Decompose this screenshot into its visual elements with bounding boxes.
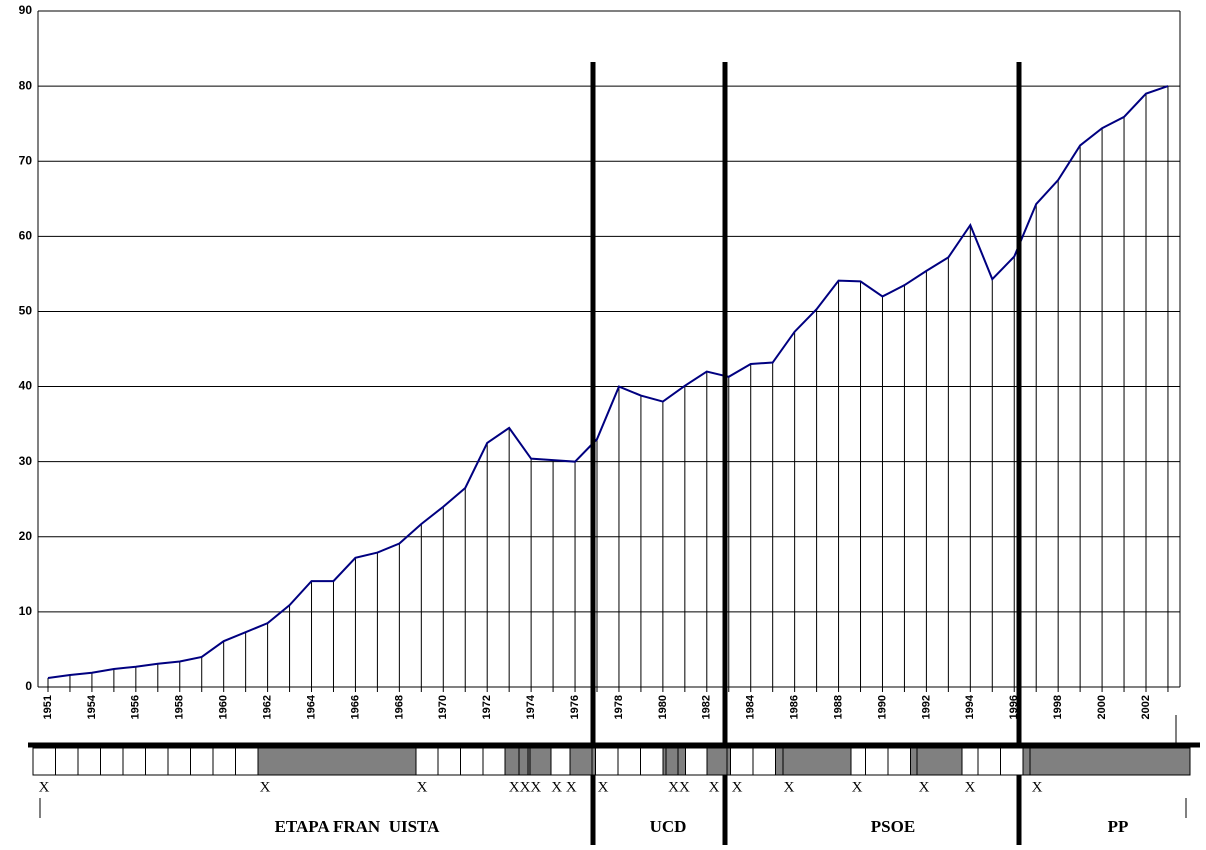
annotation: X: [709, 779, 720, 795]
strip-box: [415, 747, 439, 776]
y-tick-label: 20: [19, 529, 33, 543]
annotation: X: [965, 779, 976, 795]
strip-gray: [916, 747, 963, 776]
y-tick-label: 60: [19, 229, 33, 243]
x-tick-label: 1992: [920, 695, 932, 719]
strip-box: [167, 747, 191, 776]
period-label: UCD: [650, 817, 687, 836]
x-tick-label: 1988: [832, 695, 844, 719]
x-tick-label: 1972: [481, 695, 493, 719]
period-label: PSOE: [871, 817, 915, 836]
x-tick-label: 1974: [525, 694, 537, 719]
x-tick-label: 2002: [1140, 695, 1152, 719]
strip-box: [212, 747, 236, 776]
strip-box: [77, 747, 101, 776]
strip-box: [887, 747, 911, 776]
strip-box: [685, 747, 709, 776]
strip-box: [190, 747, 214, 776]
strip-box: [122, 747, 146, 776]
strip-box: [145, 747, 169, 776]
strip-box: [865, 747, 889, 776]
x-tick-label: 2000: [1096, 695, 1108, 719]
y-tick-label: 40: [19, 379, 33, 393]
x-tick-label: 1951: [42, 695, 54, 719]
x-tick-label: 1976: [569, 695, 581, 719]
annotation: X: [598, 779, 609, 795]
strip-box: [437, 747, 461, 776]
annotation: X: [260, 779, 271, 795]
x-tick-label: 1982: [701, 695, 713, 719]
data-line: [47, 85, 1169, 679]
x-tick-label: 1966: [349, 695, 361, 719]
strip-box: [460, 747, 484, 776]
strip-box: [32, 747, 56, 776]
y-tick-label: 90: [19, 3, 33, 17]
x-tick-label: 1984: [745, 694, 757, 719]
annotation: X: [784, 779, 795, 795]
y-tick-label: 30: [19, 454, 33, 468]
x-tick-label: 1978: [613, 695, 625, 719]
strip-box: [1000, 747, 1024, 776]
x-tick-label: 1968: [393, 695, 405, 719]
annotation: X: [39, 779, 50, 795]
period-label: PP: [1108, 817, 1129, 836]
period-label: ETAPA FRAN UISTA: [275, 817, 441, 836]
annotation: X: [732, 779, 743, 795]
strip-box: [752, 747, 776, 776]
x-tick-label: 1994: [964, 694, 976, 719]
x-tick-label: 1962: [262, 695, 274, 719]
y-tick-label: 70: [19, 153, 33, 167]
x-tick-label: 1986: [789, 695, 801, 719]
x-tick-label: 1954: [86, 694, 98, 719]
strip-gray: [665, 747, 679, 776]
strip-box: [55, 747, 79, 776]
y-tick-label: 0: [25, 679, 32, 693]
x-tick-label: 1970: [437, 695, 449, 719]
x-tick-label: 1958: [174, 695, 186, 719]
strip-box: [595, 747, 619, 776]
strip-box: [235, 747, 259, 776]
strip-box: [617, 747, 641, 776]
annotation: X: [417, 779, 428, 795]
x-tick-label: 1964: [305, 694, 317, 719]
strip-box: [977, 747, 1001, 776]
strip-box: [100, 747, 124, 776]
x-tick-label: 1980: [657, 695, 669, 719]
y-tick-label: 50: [19, 304, 33, 318]
strip-box: [640, 747, 664, 776]
x-tick-label: 1998: [1052, 695, 1064, 719]
strip-gray: [257, 747, 417, 776]
annotation: X: [919, 779, 930, 795]
strip-gray: [529, 747, 552, 776]
strip-box: [482, 747, 506, 776]
x-tick-label: 1990: [876, 695, 888, 719]
annotation: XXX: [509, 779, 542, 795]
strip-box: [730, 747, 754, 776]
strip-gray: [1029, 747, 1191, 776]
x-tick-label: 1956: [130, 695, 142, 719]
annotation: X: [1032, 779, 1043, 795]
y-tick-label: 80: [19, 78, 33, 92]
x-tick-label: 1960: [218, 695, 230, 719]
strip-gray: [706, 747, 728, 776]
annotation: XX: [668, 779, 690, 795]
annotation: X: [852, 779, 863, 795]
y-tick-label: 10: [19, 604, 33, 618]
annotation: X X: [551, 779, 577, 795]
strip-gray: [504, 747, 520, 776]
strip-gray: [569, 747, 593, 776]
strip-gray: [782, 747, 852, 776]
